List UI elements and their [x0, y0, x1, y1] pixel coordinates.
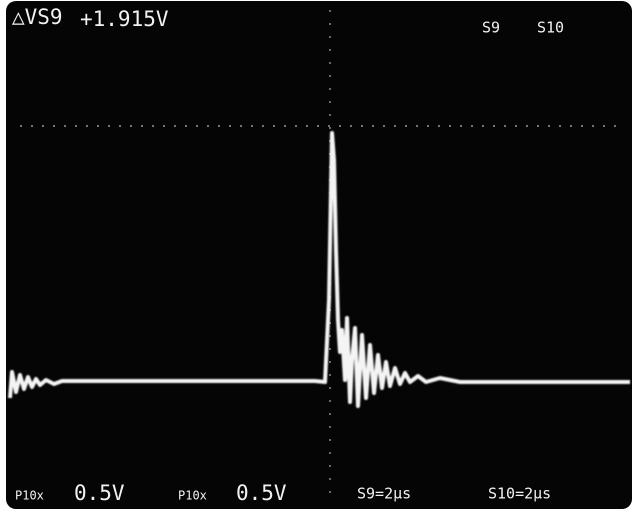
probe-label: P10x [178, 489, 207, 503]
timebase: S9=2μs [357, 485, 411, 503]
volts-per-div: 0.5V [74, 481, 125, 505]
screen [6, 1, 632, 509]
timebase: S10=2μs [488, 485, 551, 503]
delta-value: +1.915V [80, 7, 169, 31]
page: △VS9 +1.915V S9 S10 P10x 0.5V P10x 0.5V … [0, 0, 639, 512]
volts-per-div: 0.5V [236, 481, 287, 505]
probe-label: P10x [15, 489, 44, 503]
channel-label: S9 [482, 19, 500, 37]
oscilloscope-screen: △VS9 +1.915V S9 S10 P10x 0.5V P10x 0.5V … [0, 0, 639, 512]
channel-label: S10 [537, 19, 564, 37]
delta-label: △VS9 [12, 5, 63, 29]
